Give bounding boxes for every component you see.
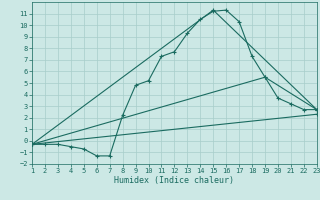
X-axis label: Humidex (Indice chaleur): Humidex (Indice chaleur): [115, 176, 234, 185]
